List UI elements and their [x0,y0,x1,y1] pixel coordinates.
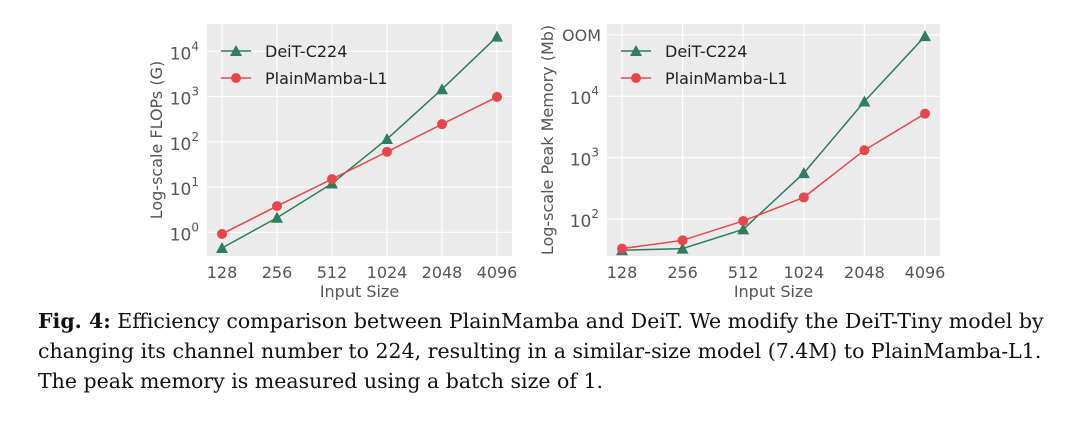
y-tick-label-10000: 104 [570,84,599,109]
data-point-deit-c224-512 [737,223,750,235]
plot-area [607,24,940,256]
series-line-deit-c224 [621,35,926,252]
x-tick-label-512: 512 [728,263,759,282]
series-plainmamba-l1 [217,91,502,239]
legend-label-plainmamba-l1: PlainMamba-L1 [665,69,788,88]
x-axis-label: Input Size [734,282,813,300]
y-tick-base: 10 [170,135,192,155]
series-line-plainmamba-l1 [221,96,498,235]
y-tick-base: 10 [170,90,192,110]
legend-marker-plainmamba-l1 [231,73,241,83]
series-plainmamba-l1 [617,108,930,254]
x-tick-label-128: 128 [207,263,238,282]
data-point-plainmamba-l1-512 [738,215,749,226]
legend-label-plainmamba-l1: PlainMamba-L1 [265,69,388,88]
x-tick-label-512: 512 [317,263,348,282]
data-point-plainmamba-l1-2048 [437,119,447,130]
x-tick-label-2048: 2048 [844,263,885,282]
data-point-deit-c224-2048 [436,83,448,95]
y-tick-label-oom: OOM [562,26,601,45]
data-point-plainmamba-l1-2048 [859,145,870,156]
series-line-plainmamba-l1 [621,113,926,250]
y-tick-exponent: 3 [191,85,199,99]
data-point-deit-c224-256 [271,211,283,223]
legend-marker-deit-c224 [630,45,642,56]
grid-lines [607,24,940,256]
series-line-deit-c224 [221,36,498,249]
legend-marker-deit-c224 [230,45,242,56]
data-point-deit-c224-4096 [919,30,931,42]
x-tick-label-4096: 4096 [905,263,946,282]
y-tick-exponent: 2 [591,207,599,221]
x-tick-label-256: 256 [262,263,293,282]
data-point-deit-c224-1024 [381,133,393,145]
y-tick-base: 10 [570,212,592,232]
caption-lead: Fig. 4: [38,309,111,333]
x-tick-label-1024: 1024 [367,263,408,282]
y-tick-base: 10 [170,180,192,200]
legend-label-deit-c224: DeiT-C224 [265,42,347,61]
y-tick-label-100: 102 [170,130,199,155]
x-tick-label-128: 128 [607,263,638,282]
data-point-plainmamba-l1-512 [327,174,337,185]
x-tick-label-256: 256 [667,263,698,282]
y-tick-label-10000: 104 [170,39,199,64]
legend-label-deit-c224: DeiT-C224 [665,42,747,61]
grid-lines [207,24,512,256]
y-tick-base: 10 [570,89,592,109]
x-tick-label-2048: 2048 [422,263,463,282]
data-point-plainmamba-l1-256 [677,235,688,246]
caption-text: Efficiency comparison between PlainMamba… [38,309,1044,393]
data-point-plainmamba-l1-1024 [798,192,809,203]
plot-area [207,24,512,256]
legend-marker-plainmamba-l1 [631,73,641,83]
y-tick-label-1: 100 [170,220,199,245]
y-tick-base: 10 [170,44,192,64]
data-point-plainmamba-l1-4096 [920,108,930,119]
legend: DeiT-C224 PlainMamba-L1 [621,42,788,88]
y-tick-label-10: 101 [170,175,199,200]
y-tick-exponent: 4 [591,84,599,98]
data-point-plainmamba-l1-128 [217,228,227,239]
y-axis-label: Log-scale FLOPs (G) [147,61,166,219]
y-tick-exponent: 0 [191,220,199,234]
figure-caption: Fig. 4: Efficiency comparison between Pl… [38,306,1048,396]
data-point-plainmamba-l1-128 [617,243,627,254]
y-tick-base: 10 [170,225,192,245]
data-point-plainmamba-l1-4096 [492,91,502,102]
y-axis-label: Log-scale Peak Memory (Mb) [538,25,557,255]
legend: DeiT-C224 PlainMamba-L1 [221,42,388,88]
data-point-deit-c224-2048 [858,95,871,107]
data-point-deit-c224-1024 [797,167,810,179]
y-tick-exponent: 2 [191,130,199,144]
data-point-plainmamba-l1-256 [272,201,282,212]
y-tick-label-1000: 103 [170,85,199,110]
y-tick-exponent: 1 [191,175,199,189]
y-tick-label-100: 102 [570,207,599,232]
y-tick-exponent: 3 [591,146,599,160]
data-point-deit-c224-128 [216,242,228,254]
x-tick-label-1024: 1024 [783,263,824,282]
y-tick-label-1000: 103 [570,146,599,171]
series-deit-c224 [216,30,503,254]
y-tick-base: 10 [570,151,592,171]
data-point-deit-c224-256 [676,242,689,254]
x-axis-label: Input Size [320,282,399,300]
x-tick-label-4096: 4096 [477,263,518,282]
data-point-plainmamba-l1-1024 [382,146,392,157]
data-point-deit-c224-4096 [491,30,503,42]
y-tick-exponent: 4 [191,39,199,53]
